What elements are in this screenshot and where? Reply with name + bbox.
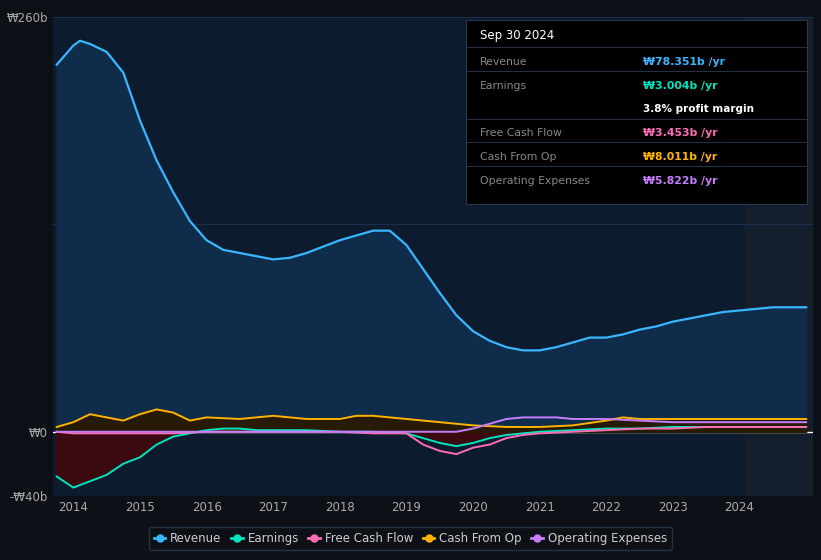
Text: Sep 30 2024: Sep 30 2024: [480, 29, 554, 42]
Text: Revenue: Revenue: [480, 57, 527, 67]
Text: Earnings: Earnings: [480, 81, 527, 91]
Text: Cash From Op: Cash From Op: [480, 152, 557, 162]
Text: ₩78.351b /yr: ₩78.351b /yr: [644, 57, 726, 67]
Text: ₩8.011b /yr: ₩8.011b /yr: [644, 152, 718, 162]
Text: 3.8% profit margin: 3.8% profit margin: [644, 104, 754, 114]
Legend: Revenue, Earnings, Free Cash Flow, Cash From Op, Operating Expenses: Revenue, Earnings, Free Cash Flow, Cash …: [149, 527, 672, 549]
Bar: [745, 17, 813, 496]
Text: Free Cash Flow: Free Cash Flow: [480, 128, 562, 138]
Text: ₩3.453b /yr: ₩3.453b /yr: [644, 128, 718, 138]
Text: ₩5.822b /yr: ₩5.822b /yr: [644, 176, 718, 186]
Text: Operating Expenses: Operating Expenses: [480, 176, 590, 186]
Text: ₩3.004b /yr: ₩3.004b /yr: [644, 81, 718, 91]
